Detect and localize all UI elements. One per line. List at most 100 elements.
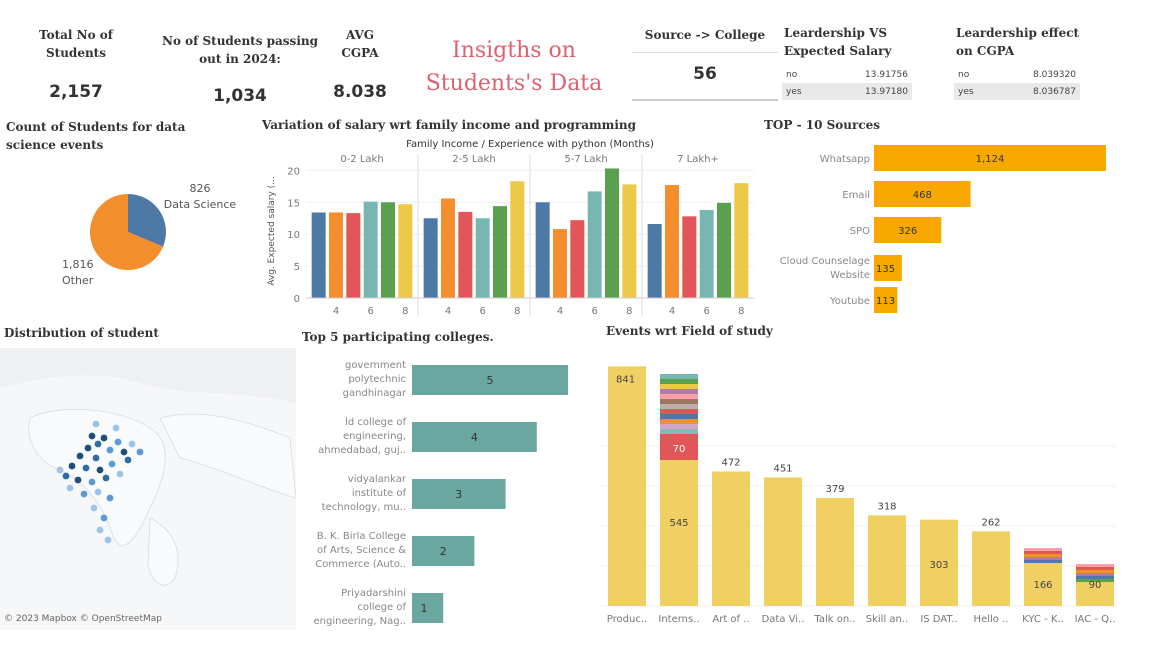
college-bar xyxy=(412,422,537,452)
field-bar xyxy=(868,515,906,606)
row-value: 13.97180 xyxy=(823,83,912,100)
field-bar-segment xyxy=(1076,573,1114,576)
salary-bar xyxy=(458,211,473,298)
source-bar xyxy=(874,255,902,281)
salary-bar xyxy=(423,218,438,298)
kpi-source-value: 56 xyxy=(693,64,717,84)
field-bar-segment xyxy=(660,424,698,429)
colleges-title: Top 5 participating colleges. xyxy=(302,330,494,344)
field-bar-segment xyxy=(660,419,698,424)
field-value: 166 xyxy=(1033,580,1052,591)
map-dot xyxy=(96,466,104,474)
sources-chart: Whatsapp 1,124 Email 468 SPO 326 Cloud Counsel… xyxy=(780,145,1106,313)
salary-xtick: 6 xyxy=(367,306,373,317)
field-stack-label: 70 xyxy=(673,444,686,455)
map-dot xyxy=(68,462,76,470)
salary-bar xyxy=(398,204,413,298)
salary-xtick: 4 xyxy=(445,306,451,317)
sources-title: TOP - 10 Sources xyxy=(764,118,881,132)
map-canvas xyxy=(0,375,296,630)
college-label: engineering, xyxy=(343,431,406,442)
salary-ytick: 20 xyxy=(287,166,300,177)
pie-slice xyxy=(90,194,164,270)
salary-bar xyxy=(622,184,637,298)
field-bar-segment xyxy=(1076,576,1114,579)
college-label: ahmedabad, guj.. xyxy=(318,445,406,456)
field-category: IAC - Q.. xyxy=(1075,614,1116,625)
field-category: Hello .. xyxy=(974,614,1009,625)
field-bar-segment xyxy=(1076,579,1114,582)
row-label: no xyxy=(786,69,798,80)
leadership-cgpa-title: Leardership effect on CGPA xyxy=(956,26,1080,58)
leadership-salary-table: no 13.91756 yes 13.97180 xyxy=(782,66,912,100)
leadership-cgpa-table: no 8.039320 yes 8.036787 xyxy=(954,66,1080,100)
field-bar-segment xyxy=(1024,557,1062,560)
college-label: of Arts, Science & xyxy=(317,545,406,556)
salary-chart-title: Variation of salary wrt family income an… xyxy=(262,118,637,132)
row-value: 8.036787 xyxy=(993,83,1080,100)
field-bar-segment xyxy=(660,389,698,394)
salary-xtick: 6 xyxy=(703,306,709,317)
college-bar xyxy=(412,593,444,623)
salary-bar xyxy=(587,191,602,298)
map-dot xyxy=(116,470,124,478)
field-bar xyxy=(920,519,958,606)
field-value: 303 xyxy=(929,560,948,571)
salary-group-label: 5-7 Lakh xyxy=(564,154,607,165)
college-label: government xyxy=(345,360,406,371)
college-label: gandhinagar xyxy=(343,388,407,399)
kpi-cgpa-label: AVG CGPA xyxy=(341,28,379,60)
salary-bar xyxy=(329,212,343,298)
map-dot xyxy=(88,478,96,486)
field-category: Data Vi.. xyxy=(762,614,805,625)
student-map[interactable]: © 2023 Mapbox © OpenStreetMap xyxy=(0,348,296,630)
map-dot xyxy=(90,504,98,512)
field-value: 841 xyxy=(616,374,635,385)
map-dot xyxy=(76,452,84,460)
field-bar-segment xyxy=(1024,554,1062,557)
salary-xtick: 8 xyxy=(626,306,632,317)
salary-xtick: 6 xyxy=(591,306,597,317)
source-label: SPO xyxy=(850,226,870,237)
source-label: Whatsapp xyxy=(820,154,870,165)
salary-bar xyxy=(346,213,361,298)
table-row: yes 13.97180 xyxy=(782,83,912,100)
pie-label-value: 1,816 xyxy=(62,258,94,271)
field-bar-segment xyxy=(1076,570,1114,573)
salary-bar xyxy=(363,201,378,298)
college-label: Commerce (Auto.. xyxy=(315,559,406,570)
salary-bar xyxy=(647,223,662,298)
kpi-total-label: Total No of Students xyxy=(39,28,113,60)
college-label: vidyalankar xyxy=(348,474,407,485)
field-bar-segment xyxy=(1024,548,1062,551)
college-bar xyxy=(412,536,475,566)
college-label: polytechnic xyxy=(348,374,406,385)
salary-xtick: 8 xyxy=(738,306,744,317)
salary-bar xyxy=(311,212,326,298)
salary-bar xyxy=(734,183,749,298)
salary-ytick: 5 xyxy=(294,262,300,273)
field-bar-segment xyxy=(1076,567,1114,570)
map-dot xyxy=(82,464,90,472)
salary-ytick: 10 xyxy=(287,230,300,241)
college-label: B. K. Birla College xyxy=(317,531,406,542)
map-dot xyxy=(94,488,102,496)
salary-bar xyxy=(682,216,697,298)
table-row: no 8.039320 xyxy=(954,66,1080,83)
college-bar xyxy=(412,365,568,395)
pie-label-name: Other xyxy=(62,274,94,287)
field-value: 262 xyxy=(981,517,1000,528)
salary-xtick: 4 xyxy=(333,306,339,317)
salary-bar xyxy=(510,181,525,298)
college-value: 5 xyxy=(487,374,494,387)
salary-xtick: 8 xyxy=(402,306,408,317)
table-row: yes 8.036787 xyxy=(954,83,1080,100)
field-bar xyxy=(712,471,750,606)
salary-bar xyxy=(605,168,619,298)
source-value: 113 xyxy=(876,296,895,307)
map-dot xyxy=(92,454,100,462)
map-dot xyxy=(120,448,128,456)
salary-bar xyxy=(699,209,714,298)
map-dot xyxy=(106,446,114,454)
kpi-source-label: Source -> College xyxy=(644,28,766,42)
